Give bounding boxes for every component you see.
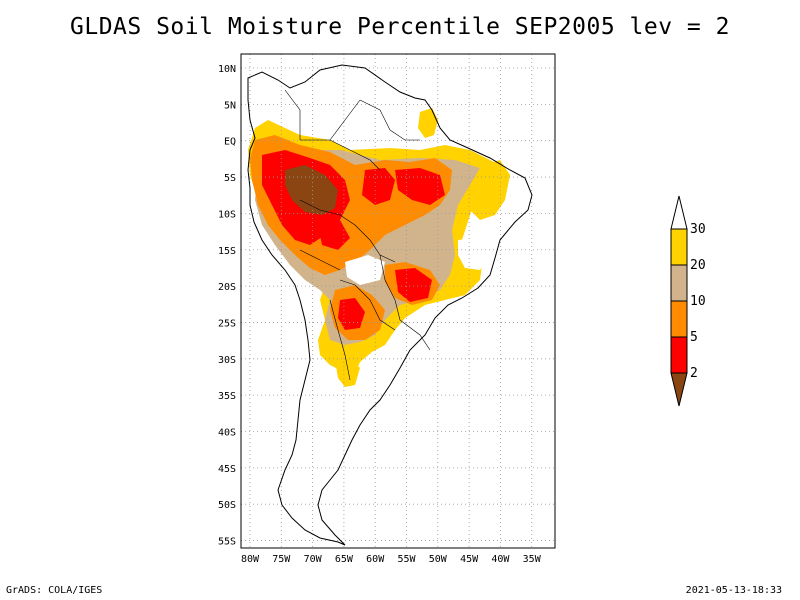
lat-label: 10S: [218, 209, 236, 220]
lon-label: 80W: [241, 554, 260, 565]
colorbar-5-10: [670, 300, 688, 338]
colorbar-label-30: 30: [690, 222, 706, 237]
south-america-coastline: [247, 64, 533, 546]
colorbar-label-10: 10: [690, 294, 706, 309]
colorbar-label-2: 2: [690, 366, 698, 381]
colorbar-10-20: [670, 264, 688, 302]
longitude-labels: 80W 75W 70W 65W 60W 55W 50W 45W 40W 35W: [241, 554, 542, 565]
lat-label: 40S: [218, 428, 236, 439]
lon-label: 50W: [429, 554, 448, 565]
colorbar: [670, 195, 688, 407]
lat-label: 50S: [218, 500, 236, 511]
colorbar-above-30: [670, 195, 688, 230]
footer-credit: GrADS: COLA/IGES: [6, 585, 103, 596]
plot-frame: [240, 53, 556, 549]
lat-label: 30S: [218, 355, 236, 366]
lon-label: 70W: [304, 554, 323, 565]
lon-label: 75W: [272, 554, 291, 565]
shade-2-5-rondonia: [318, 220, 350, 250]
shade-2-5-south-brazil: [395, 268, 432, 302]
lat-label: 20S: [218, 282, 236, 293]
colorbar-below-2: [670, 372, 688, 407]
lat-label: 10N: [218, 64, 236, 75]
shade-2-5-east: [395, 168, 445, 205]
map-title: GLDAS Soil Moisture Percentile SEP2005 l…: [70, 14, 730, 40]
colorbar-label-20: 20: [690, 258, 706, 273]
colorbar-labels: 30 20 10 5 2: [690, 222, 706, 381]
lat-label: 25S: [218, 318, 236, 329]
colorbar-2-5: [670, 336, 688, 374]
country-borders: [284, 89, 431, 381]
colorbar-label-5: 5: [690, 330, 698, 345]
shade-below-2-west-amazon: [285, 165, 338, 215]
lon-label: 45W: [460, 554, 479, 565]
coastline-and-borders: [247, 64, 533, 546]
lon-label: 40W: [491, 554, 510, 565]
lon-label: 35W: [523, 554, 542, 565]
lat-lon-gridlines: [241, 54, 555, 548]
latitude-labels: 10N 5N EQ 5S 10S 15S 20S 25S 30S 35S 40S 45S 50S 55S: [218, 64, 236, 548]
lat-label: 55S: [218, 537, 236, 548]
lat-label: 5S: [224, 173, 236, 184]
shade-20-30-amapa: [418, 108, 438, 138]
lon-label: 55W: [397, 554, 416, 565]
lat-label: 45S: [218, 464, 236, 475]
colorbar-20-30: [670, 228, 688, 266]
lat-label: 15S: [218, 246, 236, 257]
lon-label: 60W: [366, 554, 385, 565]
shade-2-5-center: [362, 168, 395, 205]
lat-label: EQ: [224, 137, 236, 148]
footer-timestamp: 2021-05-13-18:33: [685, 585, 782, 596]
shade-20-30-south: [335, 358, 360, 387]
shade-2-5-paraguay: [338, 298, 365, 330]
lon-label: 65W: [335, 554, 354, 565]
lat-label: 5N: [224, 100, 236, 111]
lat-label: 35S: [218, 391, 236, 402]
